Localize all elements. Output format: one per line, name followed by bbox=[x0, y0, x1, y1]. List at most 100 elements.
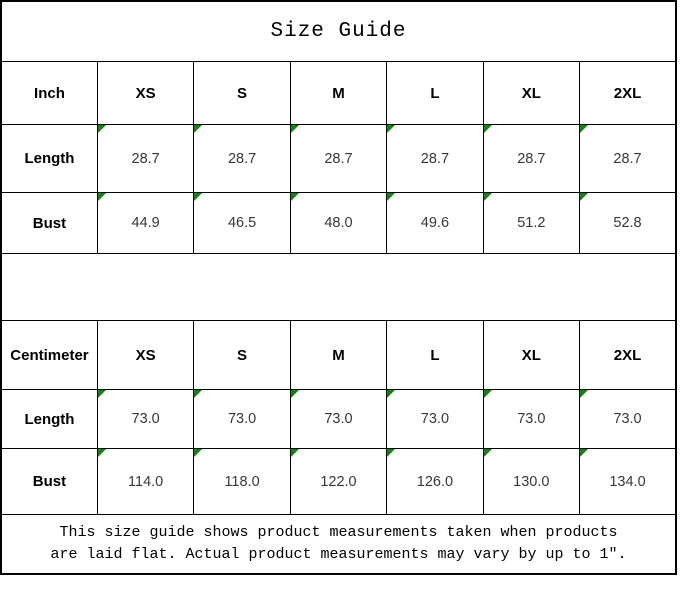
cm-size-header-m: M bbox=[289, 320, 388, 390]
measurement-value: 28.7 bbox=[613, 150, 642, 167]
inch-bust-label: Bust bbox=[0, 192, 98, 254]
measurement-cell: 48.0 bbox=[289, 192, 388, 254]
cell-corner-marker-icon bbox=[580, 125, 589, 133]
spacer-cell bbox=[0, 253, 677, 321]
cell-corner-marker-icon bbox=[291, 390, 299, 398]
measurement-cell: 46.5 bbox=[193, 192, 291, 254]
measurement-cell: 73.0 bbox=[96, 389, 195, 449]
measurement-value: 73.0 bbox=[131, 411, 160, 427]
size-guide-table: Size Guide Inch XS S M L XL 2XL Length 2… bbox=[0, 0, 677, 575]
cell-corner-marker-icon bbox=[484, 193, 492, 201]
measurement-value: 28.7 bbox=[420, 150, 450, 167]
cell-corner-marker-icon bbox=[98, 193, 106, 201]
measurement-value: 73.0 bbox=[613, 411, 642, 427]
cell-corner-marker-icon bbox=[484, 449, 492, 457]
inch-unit-header: Inch bbox=[0, 61, 98, 125]
inch-length-label: Length bbox=[0, 124, 98, 193]
measurement-cell: 44.9 bbox=[96, 192, 195, 254]
cell-corner-marker-icon bbox=[291, 193, 299, 201]
measurement-cell: 122.0 bbox=[289, 448, 388, 515]
inch-size-header-m: M bbox=[289, 61, 388, 125]
measurement-value: 73.0 bbox=[517, 411, 546, 427]
cell-corner-marker-icon bbox=[194, 193, 203, 201]
measurement-value: 134.0 bbox=[609, 473, 646, 490]
cm-size-header-2xl: 2XL bbox=[579, 320, 677, 390]
cell-corner-marker-icon bbox=[484, 390, 492, 398]
footer-note: This size guide shows product measuremen… bbox=[0, 514, 677, 575]
title-row: Size Guide bbox=[0, 0, 677, 62]
inch-header-row: Inch XS S M L XL 2XL bbox=[0, 61, 677, 125]
inch-size-header-s: S bbox=[193, 61, 291, 125]
cell-corner-marker-icon bbox=[291, 449, 299, 457]
cell-corner-marker-icon bbox=[580, 449, 589, 457]
footer-row: This size guide shows product measuremen… bbox=[0, 514, 677, 575]
size-guide-title: Size Guide bbox=[0, 0, 677, 62]
measurement-cell: 28.7 bbox=[96, 124, 195, 193]
measurement-value: 122.0 bbox=[320, 473, 357, 490]
cm-bust-label: Bust bbox=[0, 448, 98, 515]
inch-length-row: Length 28.7 28.7 28.7 28.7 28.7 28.7 bbox=[0, 124, 677, 193]
cell-corner-marker-icon bbox=[291, 125, 299, 133]
measurement-value: 130.0 bbox=[513, 473, 550, 490]
inch-bust-row: Bust 44.9 46.5 48.0 49.6 51.2 52.8 bbox=[0, 192, 677, 254]
measurement-value: 28.7 bbox=[131, 150, 160, 167]
inch-size-header-xs: XS bbox=[96, 61, 195, 125]
measurement-value: 46.5 bbox=[227, 215, 257, 231]
cell-corner-marker-icon bbox=[98, 390, 106, 398]
measurement-cell: 73.0 bbox=[193, 389, 291, 449]
cm-length-row: Length 73.0 73.0 73.0 73.0 73.0 73.0 bbox=[0, 389, 677, 449]
measurement-value: 44.9 bbox=[131, 215, 160, 231]
measurement-cell: 51.2 bbox=[482, 192, 581, 254]
cell-corner-marker-icon bbox=[580, 390, 589, 398]
measurement-cell: 28.7 bbox=[482, 124, 581, 193]
measurement-cell: 114.0 bbox=[96, 448, 195, 515]
cell-corner-marker-icon bbox=[194, 125, 203, 133]
measurement-cell: 130.0 bbox=[482, 448, 581, 515]
measurement-cell: 49.6 bbox=[386, 192, 484, 254]
measurement-cell: 28.7 bbox=[386, 124, 484, 193]
measurement-cell: 126.0 bbox=[386, 448, 484, 515]
inch-size-header-l: L bbox=[386, 61, 484, 125]
measurement-value: 49.6 bbox=[420, 215, 450, 231]
cell-corner-marker-icon bbox=[387, 125, 396, 133]
cm-size-header-xl: XL bbox=[482, 320, 581, 390]
cm-size-header-xs: XS bbox=[96, 320, 195, 390]
measurement-value: 51.2 bbox=[517, 215, 546, 231]
cell-corner-marker-icon bbox=[194, 390, 203, 398]
cm-bust-row: Bust 114.0 118.0 122.0 126.0 130.0 134.0 bbox=[0, 448, 677, 515]
measurement-cell: 134.0 bbox=[579, 448, 677, 515]
measurement-cell: 28.7 bbox=[579, 124, 677, 193]
cell-corner-marker-icon bbox=[580, 193, 589, 201]
footer-note-line1: This size guide shows product measuremen… bbox=[59, 524, 618, 541]
measurement-value: 118.0 bbox=[224, 473, 260, 490]
spacer-row bbox=[0, 253, 677, 321]
inch-size-header-xl: XL bbox=[482, 61, 581, 125]
measurement-cell: 73.0 bbox=[386, 389, 484, 449]
inch-size-header-2xl: 2XL bbox=[579, 61, 677, 125]
cell-corner-marker-icon bbox=[484, 125, 492, 133]
measurement-value: 73.0 bbox=[324, 411, 353, 427]
measurement-cell: 73.0 bbox=[579, 389, 677, 449]
measurement-value: 48.0 bbox=[324, 215, 353, 231]
measurement-value: 73.0 bbox=[227, 411, 257, 427]
measurement-value: 28.7 bbox=[227, 150, 257, 167]
cm-unit-header: Centimeter bbox=[0, 320, 98, 390]
measurement-cell: 73.0 bbox=[289, 389, 388, 449]
measurement-cell: 28.7 bbox=[193, 124, 291, 193]
footer-note-line2: are laid flat. Actual product measuremen… bbox=[50, 546, 627, 563]
measurement-cell: 52.8 bbox=[579, 192, 677, 254]
measurement-value: 28.7 bbox=[324, 150, 353, 167]
cell-corner-marker-icon bbox=[387, 193, 396, 201]
cell-corner-marker-icon bbox=[387, 390, 396, 398]
measurement-value: 73.0 bbox=[420, 411, 450, 427]
cm-header-row: Centimeter XS S M L XL 2XL bbox=[0, 320, 677, 390]
measurement-value: 52.8 bbox=[613, 215, 642, 231]
cm-length-label: Length bbox=[0, 389, 98, 449]
measurement-cell: 73.0 bbox=[482, 389, 581, 449]
measurement-cell: 28.7 bbox=[289, 124, 388, 193]
measurement-value: 114.0 bbox=[128, 473, 164, 490]
measurement-value: 28.7 bbox=[517, 150, 546, 167]
cell-corner-marker-icon bbox=[387, 449, 396, 457]
cm-size-header-l: L bbox=[386, 320, 484, 390]
measurement-value: 126.0 bbox=[416, 473, 454, 490]
